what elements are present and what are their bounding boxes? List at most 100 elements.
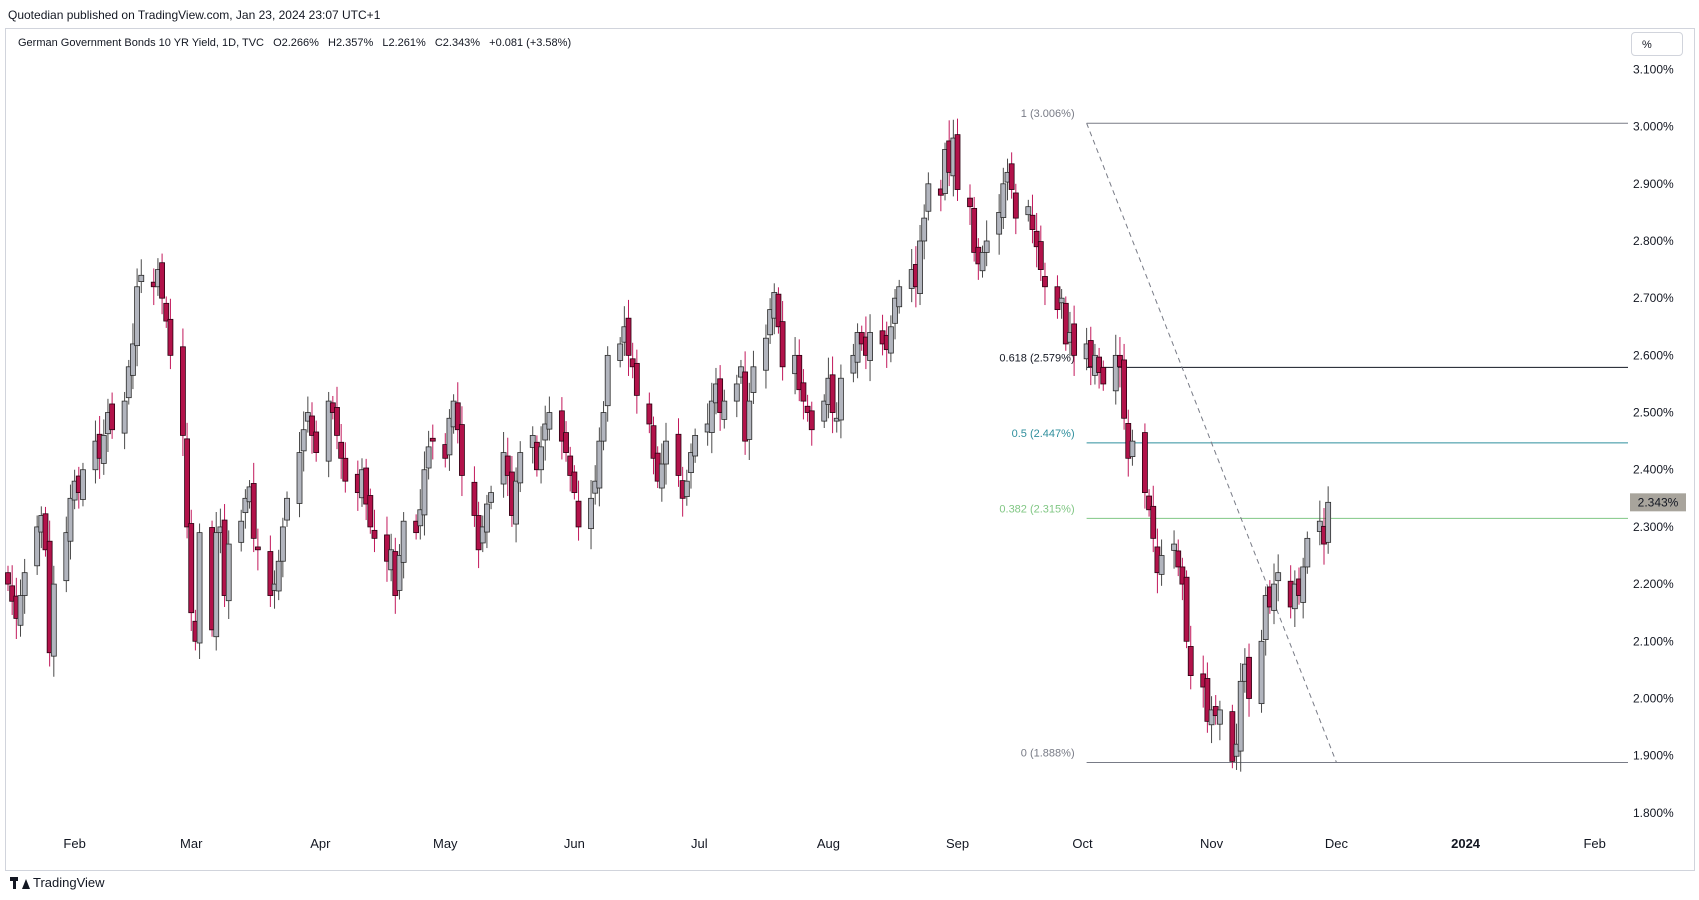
candle — [1112, 334, 1119, 405]
candle-body — [1096, 356, 1103, 373]
candle-body — [763, 337, 769, 371]
fib-level-label: 0.5 (2.447%) — [1012, 428, 1075, 440]
candle-body — [600, 412, 607, 442]
candle — [596, 427, 603, 507]
candle — [971, 196, 978, 262]
candle — [513, 467, 519, 543]
candle-body — [1275, 572, 1282, 582]
candle-body — [896, 286, 903, 308]
candle — [529, 426, 536, 464]
candle — [21, 558, 28, 614]
candle — [733, 374, 740, 418]
candle-body — [1000, 183, 1007, 218]
candle-body — [9, 585, 16, 602]
candle — [250, 462, 257, 553]
candle-body — [1237, 680, 1244, 752]
candle — [342, 442, 349, 493]
candle-body — [279, 526, 286, 562]
candle-body — [159, 262, 165, 299]
candle — [334, 386, 340, 450]
candle — [313, 420, 320, 462]
candle — [213, 512, 220, 651]
candle-body — [1146, 495, 1152, 511]
candle — [546, 396, 553, 441]
symbol-legend: German Government Bonds 10 YR Yield, 1D,… — [18, 37, 577, 49]
candle-body — [746, 400, 753, 440]
y-tick-label: 2.600% — [1633, 348, 1674, 362]
candle — [279, 517, 286, 578]
candle-body — [254, 546, 261, 551]
candle — [1275, 554, 1282, 602]
candle-body — [1112, 354, 1119, 392]
x-tick-label: Oct — [1072, 836, 1093, 851]
candle — [180, 328, 186, 457]
candle-body — [67, 497, 74, 542]
candle-body — [646, 403, 653, 425]
candle — [484, 494, 490, 549]
candle-body — [513, 480, 519, 525]
candle — [134, 268, 141, 367]
candle — [50, 565, 57, 677]
candle-body — [396, 555, 403, 591]
candle-body — [967, 197, 973, 208]
tradingview-logo-icon — [10, 876, 30, 889]
y-axis[interactable]: 3.100% 3.000% 2.900% 2.800% 2.700% 2.600% 2.50… — [1633, 62, 1674, 819]
candle — [854, 323, 861, 379]
candle — [575, 480, 582, 541]
candle-body — [775, 293, 782, 328]
candle-body — [733, 383, 740, 402]
trend-line[interactable] — [1086, 123, 1337, 763]
candle — [384, 516, 390, 582]
y-tick-label: 2.900% — [1633, 177, 1674, 191]
candle — [650, 416, 657, 475]
candle-body — [121, 400, 128, 434]
x-axis[interactable]: Feb Mar Apr May Jun Jul Aug Sep Oct Nov Dec 2024 Feb — [63, 836, 1605, 851]
candle-body — [804, 405, 811, 413]
candle-body — [1216, 709, 1223, 725]
candle-body — [484, 503, 490, 533]
symbol-title[interactable]: German Government Bonds 10 YR Yield, 1D,… — [18, 37, 264, 49]
candle — [100, 419, 107, 475]
candle-body — [34, 526, 41, 567]
candle-body — [417, 509, 424, 527]
candle — [588, 480, 594, 550]
candle-body — [850, 354, 857, 374]
candle — [338, 423, 345, 479]
candle-body — [384, 534, 390, 562]
candle-body — [109, 403, 116, 431]
y-tick-label: 3.000% — [1633, 120, 1674, 134]
candle — [17, 579, 24, 637]
tradingview-brand[interactable]: TradingView — [10, 875, 105, 890]
candle — [479, 515, 486, 553]
candle-body — [529, 435, 536, 448]
candle — [459, 406, 465, 497]
candle — [633, 349, 640, 414]
candle-body — [867, 332, 873, 361]
fibonacci-retracement[interactable]: 1 (3.006%) 0.618 (2.579%) 0.5 (2.447%) 0.38… — [999, 108, 1628, 764]
candle-body — [1204, 678, 1211, 722]
candle-body — [342, 457, 349, 482]
candle — [504, 437, 511, 497]
candle — [996, 194, 1003, 255]
candle-body — [1183, 576, 1190, 642]
candle — [1171, 530, 1177, 569]
x-tick-label: Feb — [1583, 836, 1605, 851]
percent-scale-button[interactable]: % — [1631, 32, 1683, 56]
candle — [838, 364, 844, 439]
fib-level-label: 0.382 (2.315%) — [999, 503, 1074, 515]
candle — [1304, 531, 1311, 574]
candle — [808, 401, 815, 446]
candle — [604, 346, 611, 422]
chart-frame — [5, 28, 1695, 871]
candle-body — [983, 240, 990, 253]
candle — [159, 253, 165, 315]
candle — [675, 418, 682, 487]
candle — [1029, 194, 1036, 244]
candle — [567, 446, 574, 492]
candle — [371, 509, 378, 553]
candle-body — [658, 463, 665, 489]
candle — [42, 506, 49, 557]
candle-body — [80, 469, 86, 500]
candle — [538, 426, 544, 484]
